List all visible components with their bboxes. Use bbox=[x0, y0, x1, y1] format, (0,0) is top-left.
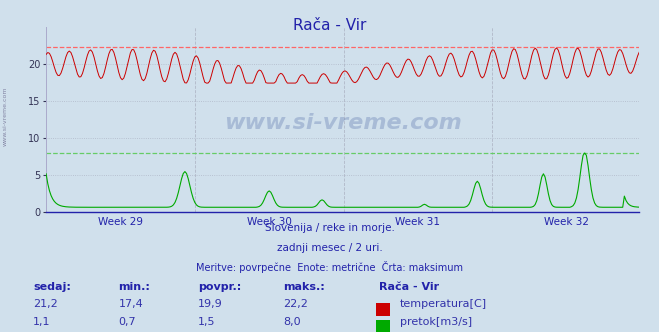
Text: povpr.:: povpr.: bbox=[198, 283, 241, 292]
Text: Slovenija / reke in morje.: Slovenija / reke in morje. bbox=[264, 223, 395, 233]
Text: min.:: min.: bbox=[119, 283, 150, 292]
Text: 1,5: 1,5 bbox=[198, 317, 215, 327]
Text: 19,9: 19,9 bbox=[198, 299, 223, 309]
Text: www.si-vreme.com: www.si-vreme.com bbox=[3, 86, 8, 146]
Text: temperatura[C]: temperatura[C] bbox=[400, 299, 487, 309]
Text: 17,4: 17,4 bbox=[119, 299, 144, 309]
Text: 21,2: 21,2 bbox=[33, 299, 58, 309]
Text: Rača - Vir: Rača - Vir bbox=[293, 18, 366, 33]
Text: 0,7: 0,7 bbox=[119, 317, 136, 327]
Text: zadnji mesec / 2 uri.: zadnji mesec / 2 uri. bbox=[277, 243, 382, 253]
Text: 1,1: 1,1 bbox=[33, 317, 51, 327]
Text: www.si-vreme.com: www.si-vreme.com bbox=[224, 113, 461, 133]
Text: 22,2: 22,2 bbox=[283, 299, 308, 309]
Text: Rača - Vir: Rača - Vir bbox=[379, 283, 439, 292]
Text: pretok[m3/s]: pretok[m3/s] bbox=[400, 317, 472, 327]
Text: sedaj:: sedaj: bbox=[33, 283, 71, 292]
Text: 8,0: 8,0 bbox=[283, 317, 301, 327]
Text: maks.:: maks.: bbox=[283, 283, 325, 292]
Text: Meritve: povrpečne  Enote: metrične  Črta: maksimum: Meritve: povrpečne Enote: metrične Črta:… bbox=[196, 261, 463, 273]
